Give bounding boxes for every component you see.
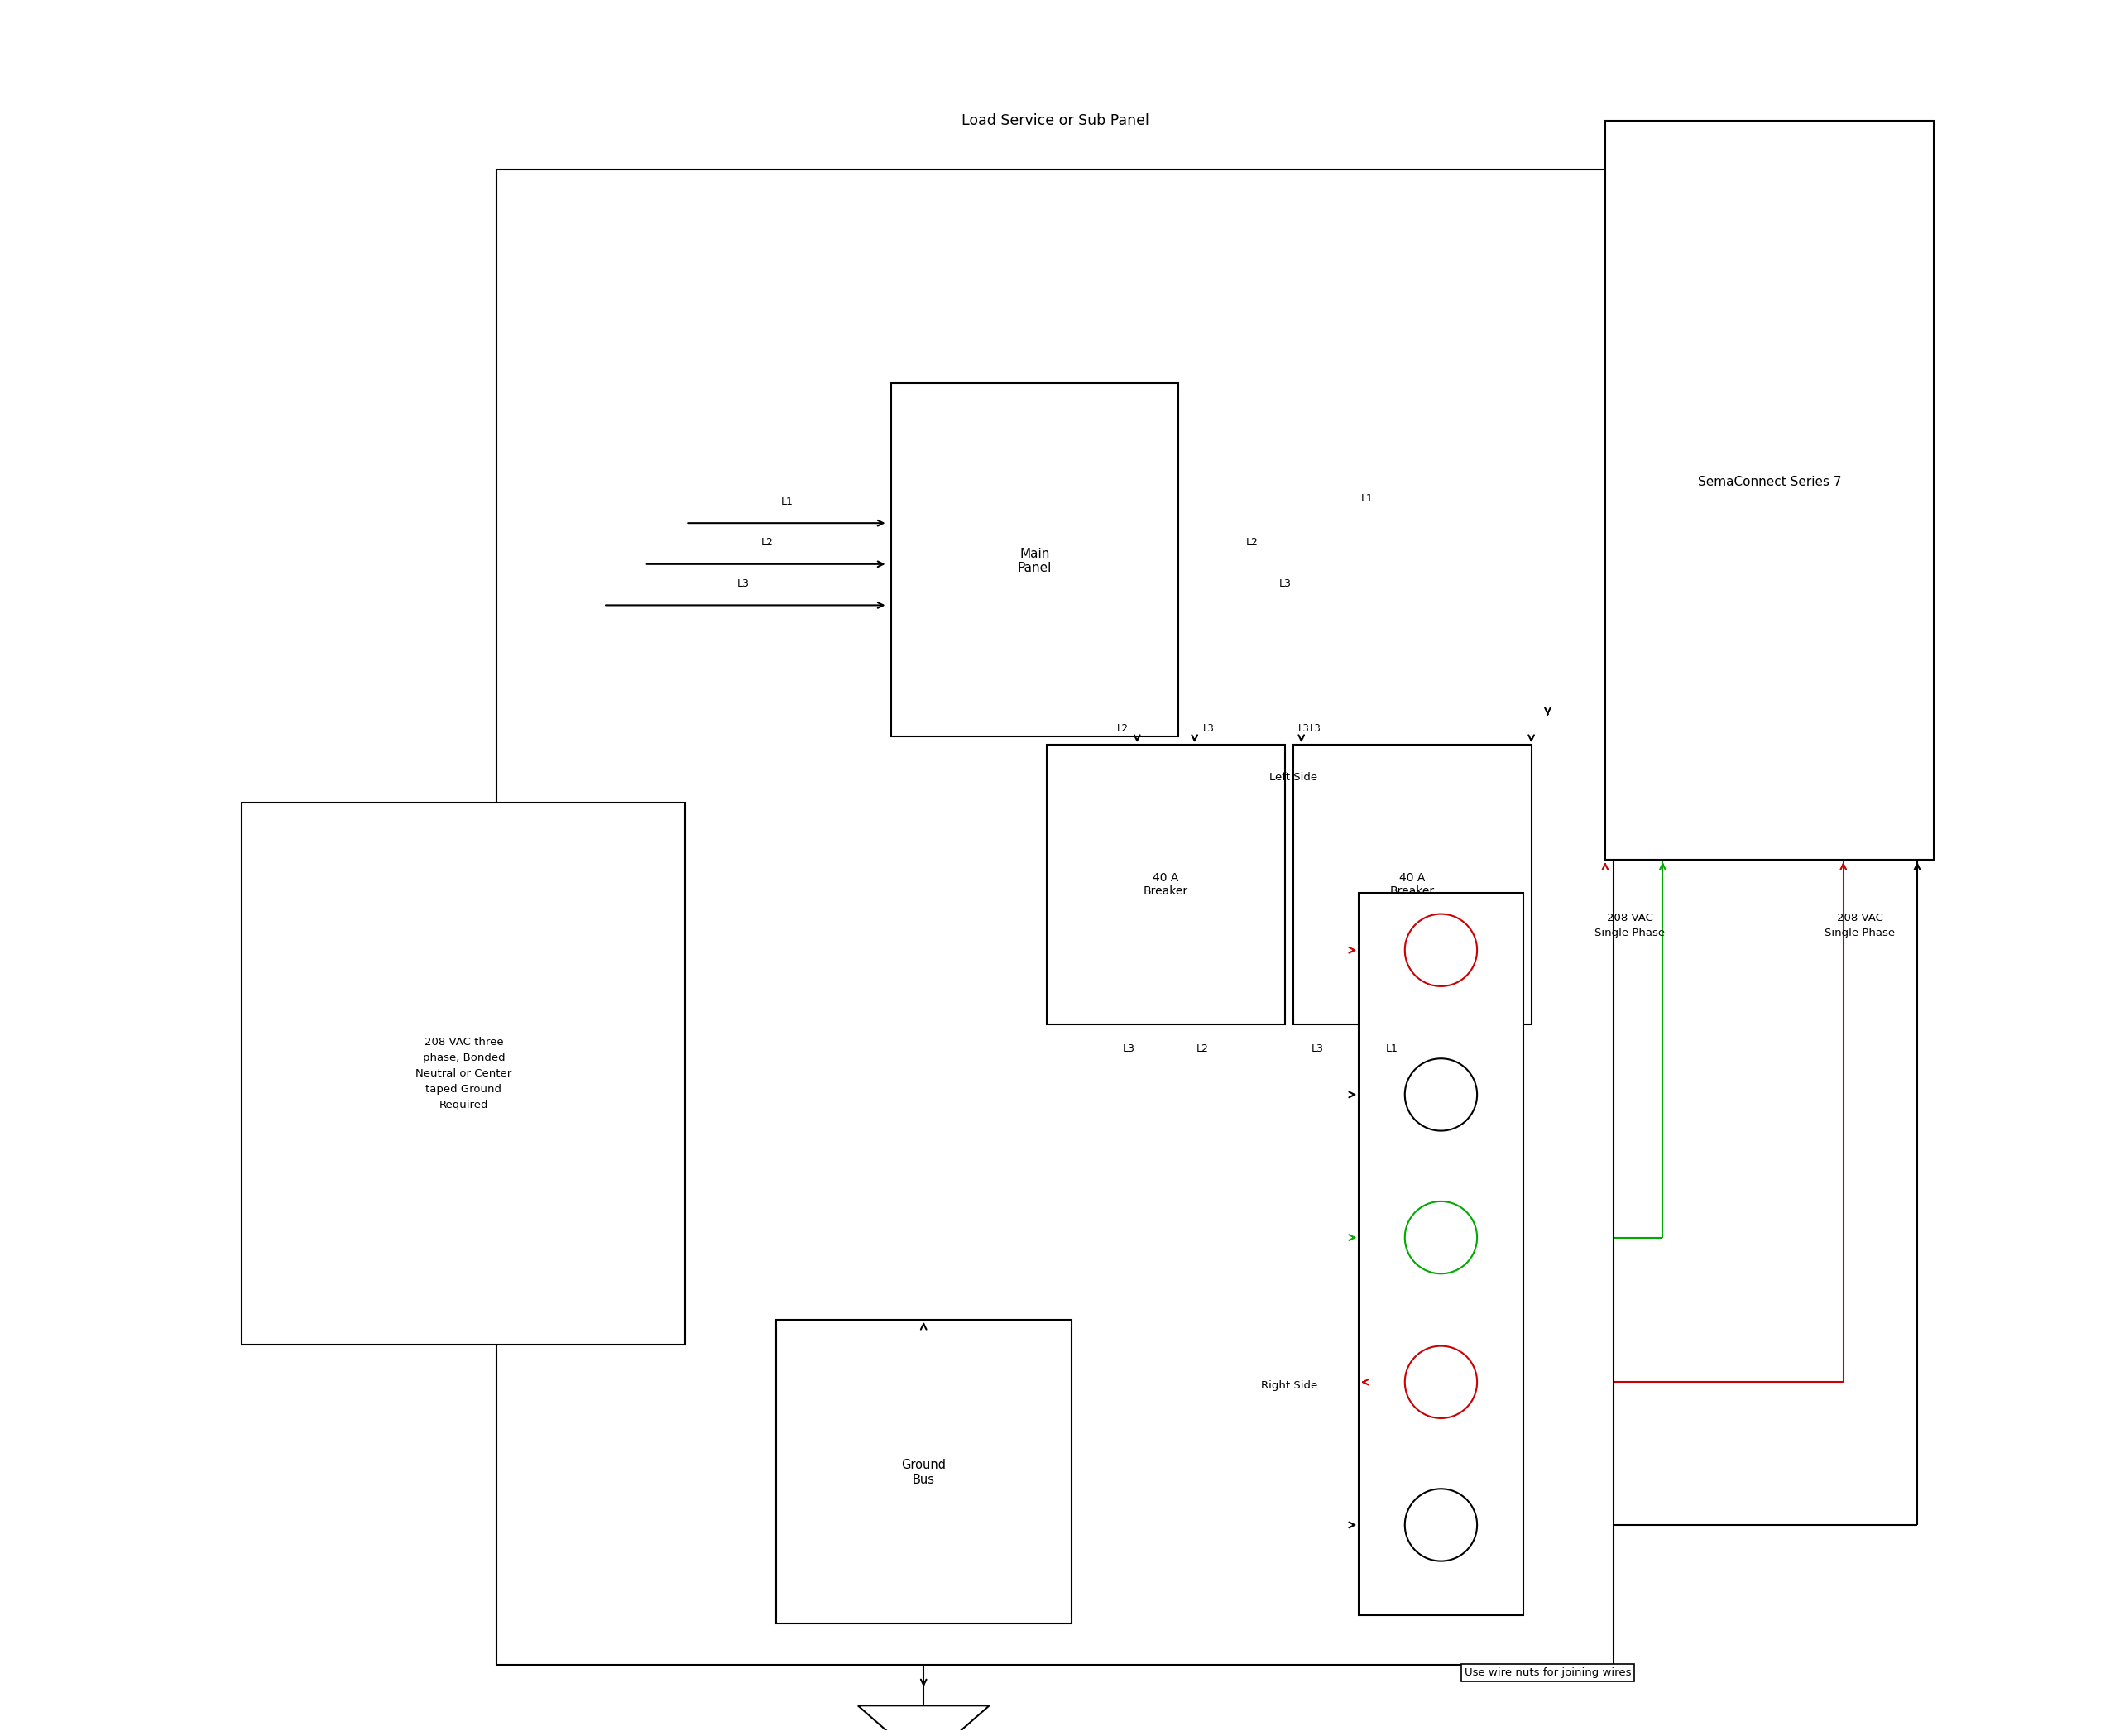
Circle shape bbox=[1405, 1059, 1477, 1130]
Text: Left Side: Left Side bbox=[1270, 773, 1319, 783]
Text: L3: L3 bbox=[1203, 722, 1213, 734]
Text: Ground
Bus: Ground Bus bbox=[901, 1458, 945, 1486]
Circle shape bbox=[1405, 913, 1477, 986]
Text: L2: L2 bbox=[1118, 722, 1129, 734]
Text: L3: L3 bbox=[736, 578, 749, 589]
Text: 208 VAC
Single Phase: 208 VAC Single Phase bbox=[1595, 913, 1665, 939]
Circle shape bbox=[1405, 1201, 1477, 1274]
Bar bbox=[1047, 745, 1285, 1024]
Text: L2: L2 bbox=[1196, 1043, 1209, 1054]
Text: L1: L1 bbox=[1386, 1043, 1397, 1054]
Circle shape bbox=[1405, 1345, 1477, 1418]
Text: 40 A
Breaker: 40 A Breaker bbox=[1144, 871, 1188, 898]
Bar bbox=[1606, 122, 1933, 859]
Text: L3: L3 bbox=[1298, 722, 1310, 734]
Text: L1: L1 bbox=[1361, 493, 1374, 503]
Text: 208 VAC
Single Phase: 208 VAC Single Phase bbox=[1825, 913, 1895, 939]
Text: L1: L1 bbox=[781, 496, 793, 507]
Text: L3: L3 bbox=[1312, 1043, 1323, 1054]
Bar bbox=[496, 170, 1614, 1665]
Text: Use wire nuts for joining wires: Use wire nuts for joining wires bbox=[1464, 1667, 1631, 1679]
Text: 208 VAC three
phase, Bonded
Neutral or Center
taped Ground
Required: 208 VAC three phase, Bonded Neutral or C… bbox=[416, 1036, 513, 1109]
Circle shape bbox=[1405, 1489, 1477, 1561]
Text: Load Service or Sub Panel: Load Service or Sub Panel bbox=[962, 113, 1148, 128]
Bar bbox=[1293, 745, 1532, 1024]
Text: L3: L3 bbox=[1279, 578, 1291, 589]
Bar bbox=[890, 384, 1177, 736]
Text: L3: L3 bbox=[1310, 722, 1321, 734]
Bar bbox=[1359, 892, 1523, 1614]
Text: 40 A
Breaker: 40 A Breaker bbox=[1390, 871, 1435, 898]
Text: SemaConnect Series 7: SemaConnect Series 7 bbox=[1699, 476, 1842, 488]
Text: L3: L3 bbox=[1123, 1043, 1135, 1054]
Text: Right Side: Right Side bbox=[1262, 1380, 1319, 1391]
Text: L2: L2 bbox=[762, 538, 774, 549]
Bar bbox=[776, 1319, 1072, 1623]
Text: L2: L2 bbox=[1245, 538, 1258, 549]
Text: Main
Panel: Main Panel bbox=[1017, 547, 1051, 575]
Bar bbox=[243, 802, 686, 1344]
